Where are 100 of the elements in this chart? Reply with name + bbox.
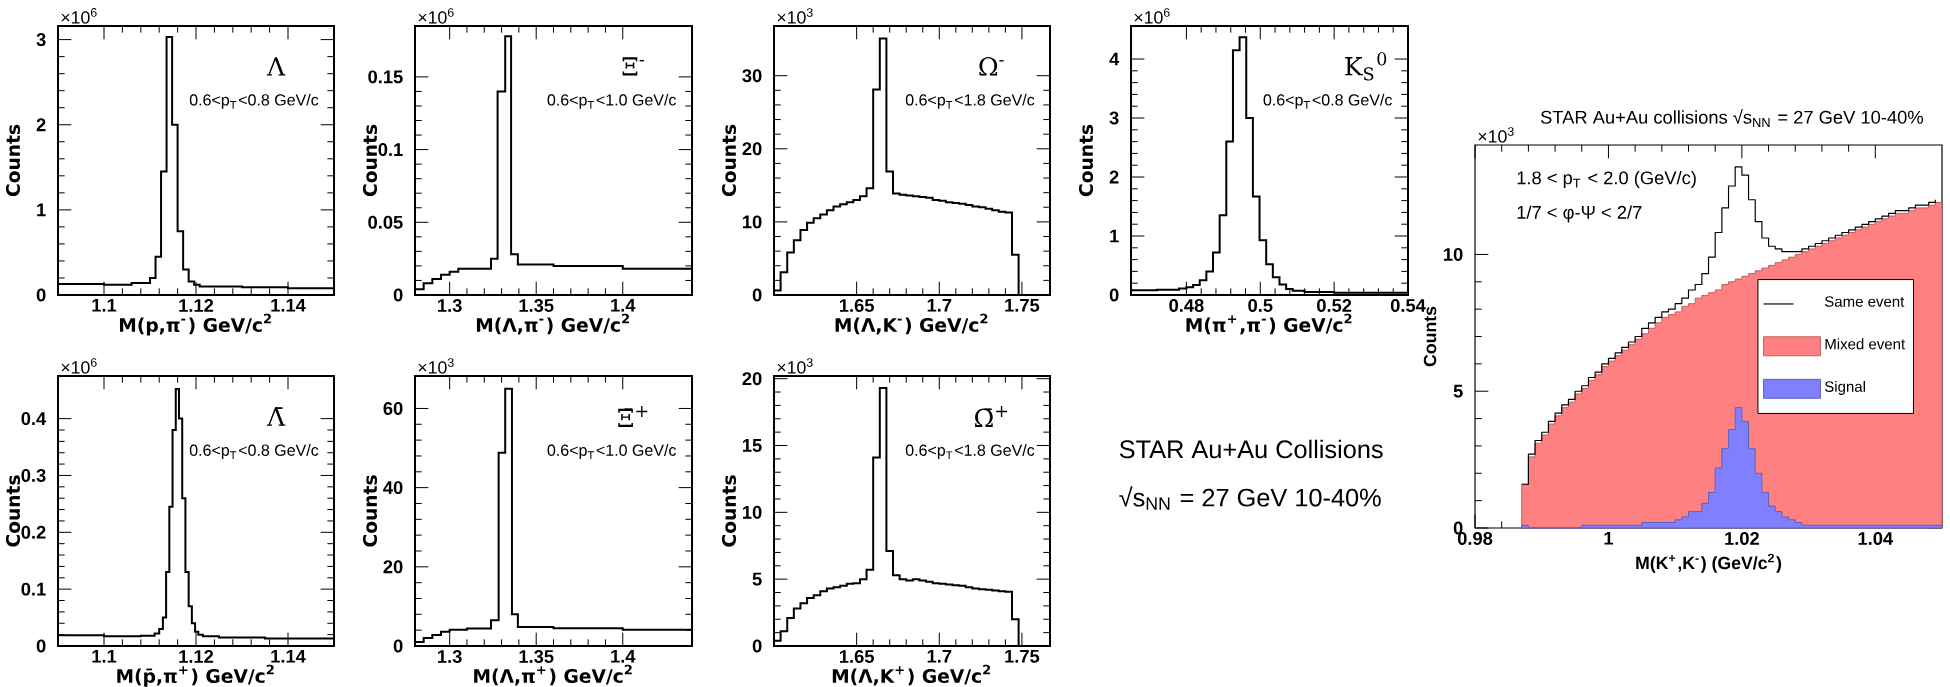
y-tick-label: 0.1	[378, 143, 403, 157]
x-tick-label: 1.02	[1725, 531, 1759, 545]
y-tick-label: 5	[1453, 384, 1463, 398]
y-tick-label: 1	[1110, 229, 1119, 243]
legend-label: Same event	[1824, 296, 1905, 307]
text: Λ	[266, 57, 286, 76]
text: ×10$^{6}$	[61, 358, 97, 374]
x-tick-label: 1.65	[839, 649, 874, 663]
x-axis-title: M(Λ,K$^{-}$) GeV/c$^{2}$	[835, 313, 988, 335]
y-tick-label: 20	[742, 142, 762, 156]
y-axis-title: Counts	[362, 475, 378, 547]
y-tick-label: 0.15	[368, 70, 403, 84]
text: K$_{S}$0	[1345, 52, 1387, 81]
text: Λ̄	[266, 407, 286, 426]
x-axis-title: M(K$^{+}$,K$^{-}$) (GeV/c$^{2}$)	[1636, 553, 1782, 573]
text: ×10$^{6}$	[61, 8, 97, 24]
y-axis-title: Counts	[5, 475, 21, 547]
x-tick-label: 0.52	[1317, 298, 1352, 312]
y-tick-label: 0.1	[21, 582, 46, 596]
y-tick-label: 0	[752, 639, 762, 653]
text: ×10$^{3}$	[777, 358, 813, 374]
x-tick-label: 1.65	[839, 298, 874, 312]
y-tick-label: 2	[36, 118, 46, 132]
y-tick-label: 0	[36, 639, 46, 653]
text: ×10$^{6}$	[418, 8, 454, 24]
text: √s$_{NN}$ = 27 GeV 10-40%	[1119, 486, 1381, 510]
y-tick-label: 40	[383, 481, 403, 495]
text: Ξ̄$^{+}$	[618, 405, 648, 427]
y-tick-label: 3	[1109, 111, 1119, 125]
x-tick-label: 1.1	[92, 650, 117, 663]
x-tick-label: 1.14	[271, 299, 306, 312]
y-tick-label: 30	[742, 69, 762, 83]
y-tick-label: 10	[743, 505, 762, 519]
text: Ω$^{-}$	[979, 57, 1004, 76]
x-tick-label: 1.7	[927, 299, 952, 312]
y-tick-label: 15	[743, 439, 762, 452]
y-tick-label: 10	[1444, 247, 1463, 261]
y-tick-label: 60	[383, 401, 403, 415]
y-tick-label: 0.4	[21, 412, 47, 426]
x-tick-label: 1.04	[1858, 531, 1894, 545]
y-tick-label: 0	[393, 288, 403, 302]
x-tick-label: 1.1	[92, 299, 117, 312]
text: ×10$^{3}$	[1478, 127, 1514, 143]
x-tick-label: 1.7	[927, 650, 952, 663]
annotation: 1/7 < φ-Ψ < 2/7	[1517, 205, 1642, 223]
y-axis-title: Counts	[5, 124, 21, 197]
x-axis-title: M(π$^{+}$,π$^{-}$) GeV/c$^{2}$	[1186, 313, 1352, 335]
x-axis-title: M(Λ,π$^{+}$) GeV/c$^{2}$	[474, 664, 632, 686]
x-tick-label: 1.3	[438, 649, 462, 664]
y-tick-label: 4	[1109, 52, 1120, 66]
text: Ξ$^{-}$	[622, 57, 644, 76]
text: 0.6<p$_{T}$<1.8 GeV/c	[905, 93, 1035, 109]
y-tick-label: 0	[1109, 288, 1119, 302]
x-axis-title: M(Λ,π$^{-}$) GeV/c$^{2}$	[476, 313, 629, 335]
x-axis-title: M(Λ,K$^{+}$) GeV/c$^{2}$	[832, 664, 991, 686]
x-tick-label: 1.4	[611, 650, 636, 663]
y-axis-title: Counts	[721, 124, 737, 197]
x-tick-label: 1.12	[179, 298, 214, 312]
text: 0.6<p$_{T}$<0.8 GeV/c	[1263, 93, 1392, 109]
legend-label: Signal	[1824, 380, 1865, 395]
y-tick-label: 0.2	[21, 525, 46, 539]
x-axis-title: M(p̄,π$^{+}$) GeV/c$^{2}$	[117, 664, 274, 687]
text: ×10$^{6}$	[1134, 8, 1170, 24]
annotation: 1.8 < p$_{T}$ < 2.0 (GeV/c)	[1517, 170, 1696, 189]
text: STAR Au+Au Collisions	[1119, 439, 1383, 459]
y-tick-label: 3	[36, 33, 46, 47]
x-tick-label: 0.5	[1248, 298, 1273, 312]
x-tick-label: 1.12	[179, 649, 214, 663]
x-axis-title: M(p,π$^{-}$) GeV/c$^{2}$	[119, 313, 271, 336]
x-tick-label: 1.4	[611, 299, 636, 312]
x-tick-label: 1.75	[1005, 650, 1040, 663]
text: Ω̄$^{+}$	[975, 405, 1008, 428]
y-axis-title: Counts	[721, 475, 737, 547]
y-axis-title: Counts	[362, 124, 378, 197]
chart-title: STAR Au+Au collisions √s$_{NN}$ = 27 GeV 10-40%	[1540, 109, 1923, 127]
y-tick-label: 1	[37, 203, 46, 217]
y-tick-label: 0.05	[368, 215, 403, 229]
y-tick-label: 0	[752, 288, 762, 302]
y-axis-title: Counts	[1078, 124, 1094, 197]
y-tick-label: 20	[383, 560, 403, 574]
x-tick-label: 0.48	[1169, 298, 1204, 312]
y-tick-label: 0.3	[21, 468, 46, 482]
x-tick-label: 1	[1604, 532, 1614, 545]
y-tick-label: 5	[752, 572, 762, 586]
text: 0.6<p$_{T}$<0.8 GeV/c	[189, 93, 319, 109]
x-tick-label: 1.3	[438, 298, 462, 313]
y-tick-label: 0	[393, 639, 403, 653]
x-tick-label: 1.14	[271, 650, 306, 663]
text: 0.6<p$_{T}$<0.8 GeV/c	[189, 444, 319, 460]
text: 0.6<p$_{T}$<1.8 GeV/c	[905, 444, 1035, 460]
text: 0.6<p$_{T}$<1.0 GeV/c	[547, 93, 676, 109]
y-tick-label: 10	[743, 215, 762, 229]
text: 0.6<p$_{T}$<1.0 GeV/c	[547, 444, 676, 460]
y-tick-label: 20	[742, 372, 762, 386]
text: ×10$^{3}$	[418, 358, 454, 374]
x-tick-label: 1.75	[1005, 299, 1040, 312]
series-label: Mixed event	[1825, 338, 1906, 350]
x-tick-label: 1.35	[519, 649, 554, 664]
y-tick-label: 2	[1109, 170, 1119, 184]
x-tick-label: 1.35	[519, 298, 554, 313]
